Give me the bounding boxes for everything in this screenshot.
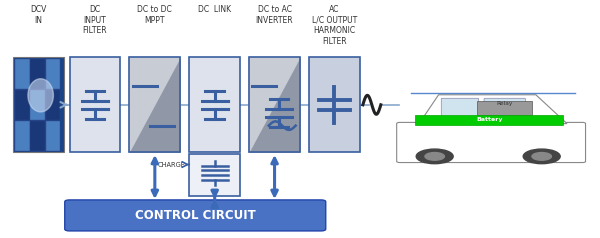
FancyBboxPatch shape	[397, 122, 586, 163]
Polygon shape	[249, 58, 300, 152]
Bar	[15, 59, 29, 89]
Text: DC to AC
INVERTER: DC to AC INVERTER	[256, 5, 293, 25]
Text: CHARGE: CHARGE	[157, 162, 185, 168]
Bar	[415, 115, 563, 124]
Bar	[15, 90, 29, 120]
Text: CONTROL CIRCUIT: CONTROL CIRCUIT	[135, 209, 256, 222]
Bar	[478, 101, 532, 115]
Text: DC
INPUT
FILTER: DC INPUT FILTER	[83, 5, 107, 35]
Polygon shape	[249, 58, 300, 152]
Polygon shape	[130, 58, 180, 152]
Bar	[46, 121, 61, 151]
Text: BATTERIES / SUPERCAPS: BATTERIES / SUPERCAPS	[177, 199, 253, 204]
Bar	[70, 58, 121, 152]
Text: DC  LINK: DC LINK	[198, 5, 231, 15]
Polygon shape	[130, 58, 180, 152]
Text: DCV
IN: DCV IN	[30, 5, 46, 25]
Circle shape	[425, 153, 445, 160]
Bar	[15, 121, 29, 151]
Text: Relay: Relay	[497, 101, 513, 106]
Circle shape	[416, 149, 453, 164]
Bar	[31, 90, 45, 120]
FancyBboxPatch shape	[441, 98, 479, 121]
Text: DC to DC
MPPT: DC to DC MPPT	[137, 5, 172, 25]
Bar	[31, 59, 45, 89]
Bar	[189, 154, 240, 196]
Bar	[130, 58, 180, 152]
Ellipse shape	[28, 79, 53, 112]
Circle shape	[523, 149, 560, 164]
FancyBboxPatch shape	[65, 200, 326, 231]
Text: Battery: Battery	[476, 117, 502, 122]
Circle shape	[532, 153, 551, 160]
Bar	[31, 121, 45, 151]
Bar	[309, 58, 360, 152]
Bar	[46, 59, 61, 89]
Polygon shape	[419, 95, 567, 124]
Bar	[13, 58, 64, 152]
Bar	[249, 58, 300, 152]
FancyBboxPatch shape	[484, 98, 526, 121]
Bar	[189, 58, 240, 152]
Text: AC
L/C OUTPUT
HARMONIC
FILTER: AC L/C OUTPUT HARMONIC FILTER	[312, 5, 357, 46]
Bar	[46, 90, 61, 120]
